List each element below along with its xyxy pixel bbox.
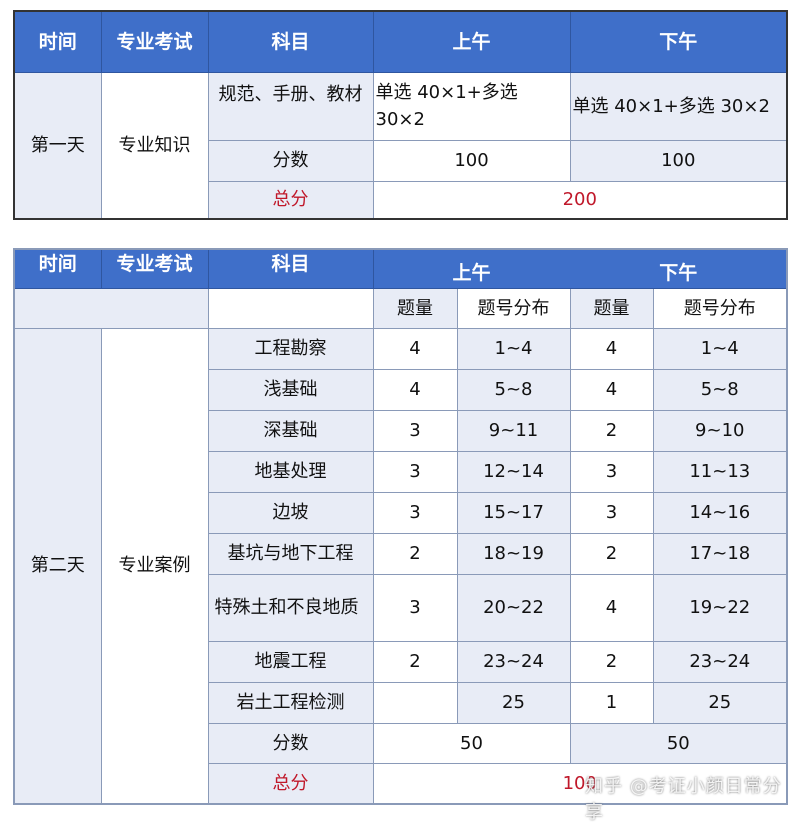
header-pm: 下午 bbox=[569, 248, 788, 289]
score-label: 分数 bbox=[207, 139, 374, 182]
table-row: 边坡 3 15~17 3 14~16 bbox=[14, 491, 788, 534]
header-am: 上午 bbox=[372, 248, 571, 289]
header-subject: 科目 bbox=[207, 248, 374, 289]
total-label: 总分 bbox=[207, 180, 374, 220]
table-row: 特殊土和不良地质 3 20~22 4 19~22 bbox=[14, 573, 788, 642]
total-value: 200 bbox=[372, 180, 788, 220]
am-count-cell bbox=[372, 681, 458, 724]
table-row: 地基处理 3 12~14 3 11~13 bbox=[14, 450, 788, 493]
header-am: 上午 bbox=[372, 10, 571, 73]
am-count-cell: 3 bbox=[372, 409, 458, 452]
am-count-cell: 2 bbox=[372, 640, 458, 683]
am-range-cell: 9~11 bbox=[456, 409, 571, 452]
total-value: 100 bbox=[372, 762, 788, 805]
pm-range-cell: 1~4 bbox=[652, 327, 788, 370]
exam-cell: 专业知识 bbox=[100, 71, 209, 220]
total-label: 总分 bbox=[207, 762, 374, 805]
subheader-pm-range: 题号分布 bbox=[652, 287, 788, 329]
header-pm: 下午 bbox=[569, 10, 788, 73]
day2-table: 时间 专业考试 科目 上午 下午 题量 题号分布 题量 题号分布 第二天 专业案例… bbox=[13, 248, 789, 805]
pm-score: 50 bbox=[569, 722, 788, 764]
watermark: 知乎 @考证小颜日常分享 bbox=[585, 776, 782, 823]
am-count-cell: 2 bbox=[372, 532, 458, 575]
subheader-pm-count: 题量 bbox=[569, 287, 654, 329]
subheader-am-count: 题量 bbox=[372, 287, 458, 329]
pm-range-cell: 17~18 bbox=[652, 532, 788, 575]
am-range-cell: 25 bbox=[456, 681, 571, 724]
header-exam: 专业考试 bbox=[100, 248, 209, 289]
header-time: 时间 bbox=[13, 248, 102, 289]
subject-cell: 规范、手册、教材 bbox=[207, 71, 374, 141]
pm-score: 100 bbox=[569, 139, 788, 182]
am-count-cell: 4 bbox=[372, 368, 458, 411]
pm-count-cell: 4 bbox=[569, 368, 654, 411]
am-range-cell: 23~24 bbox=[456, 640, 571, 683]
header-exam: 专业考试 bbox=[100, 10, 209, 73]
subject-cell: 地震工程 bbox=[207, 640, 374, 683]
am-score: 100 bbox=[372, 139, 571, 182]
subheader-blank bbox=[13, 287, 209, 329]
subheader-blank-subject bbox=[207, 287, 374, 329]
day-cell: 第一天 bbox=[13, 71, 102, 220]
pm-count-cell: 4 bbox=[569, 573, 654, 642]
subject-cell: 特殊土和不良地质 bbox=[207, 573, 374, 642]
pm-range-cell: 5~8 bbox=[652, 368, 788, 411]
am-range-cell: 5~8 bbox=[456, 368, 571, 411]
am-range-cell: 12~14 bbox=[456, 450, 571, 493]
pm-count-cell: 4 bbox=[569, 327, 654, 370]
pm-range-cell: 19~22 bbox=[652, 573, 788, 642]
table-row: 基坑与地下工程 2 18~19 2 17~18 bbox=[14, 532, 788, 575]
subject-cell: 基坑与地下工程 bbox=[207, 532, 374, 575]
am-count-cell: 3 bbox=[372, 450, 458, 493]
pm-range-cell: 23~24 bbox=[652, 640, 788, 683]
subject-cell: 工程勘察 bbox=[207, 327, 374, 370]
am-range-cell: 20~22 bbox=[456, 573, 571, 642]
pm-range-cell: 11~13 bbox=[652, 450, 788, 493]
am-cell: 单选 40×1+多选 30×2 bbox=[372, 71, 571, 141]
pm-count-cell: 3 bbox=[569, 450, 654, 493]
header-time: 时间 bbox=[13, 10, 102, 73]
pm-count-cell: 1 bbox=[569, 681, 654, 724]
subject-cell: 边坡 bbox=[207, 491, 374, 534]
pm-count-cell: 2 bbox=[569, 532, 654, 575]
day-cell: 第二天 bbox=[13, 327, 102, 805]
exam-cell: 专业案例 bbox=[100, 327, 209, 805]
am-count-cell: 4 bbox=[372, 327, 458, 370]
am-range-cell: 15~17 bbox=[456, 491, 571, 534]
subject-cell: 岩土工程检测 bbox=[207, 681, 374, 724]
pm-range-cell: 9~10 bbox=[652, 409, 788, 452]
am-score: 50 bbox=[372, 722, 571, 764]
table-row: 第二天 专业案例 工程勘察 4 1~4 4 1~4 bbox=[13, 327, 788, 805]
table-row: 深基础 3 9~11 2 9~10 bbox=[14, 409, 788, 452]
subject-cell: 地基处理 bbox=[207, 450, 374, 493]
subheader-am-range: 题号分布 bbox=[456, 287, 571, 329]
pm-range-cell: 25 bbox=[652, 681, 788, 724]
pm-count-cell: 3 bbox=[569, 491, 654, 534]
table-row: 浅基础 4 5~8 4 5~8 bbox=[14, 368, 788, 411]
table-row: 地震工程 2 23~24 2 23~24 bbox=[14, 640, 788, 683]
header-subject: 科目 bbox=[207, 10, 374, 73]
day1-table: 时间 专业考试 科目 上午 下午 第一天 专业知识 规范、手册、教材 单选 40… bbox=[13, 10, 788, 220]
score-label: 分数 bbox=[207, 722, 374, 764]
pm-cell: 单选 40×1+多选 30×2 bbox=[569, 71, 788, 141]
pm-count-cell: 2 bbox=[569, 640, 654, 683]
subject-cell: 浅基础 bbox=[207, 368, 374, 411]
subject-cell: 深基础 bbox=[207, 409, 374, 452]
pm-count-cell: 2 bbox=[569, 409, 654, 452]
pm-range-cell: 14~16 bbox=[652, 491, 788, 534]
am-count-cell: 3 bbox=[372, 491, 458, 534]
am-range-cell: 1~4 bbox=[456, 327, 571, 370]
table-row: 岩土工程检测 25 1 25 bbox=[14, 681, 788, 724]
am-count-cell: 3 bbox=[372, 573, 458, 642]
am-range-cell: 18~19 bbox=[456, 532, 571, 575]
